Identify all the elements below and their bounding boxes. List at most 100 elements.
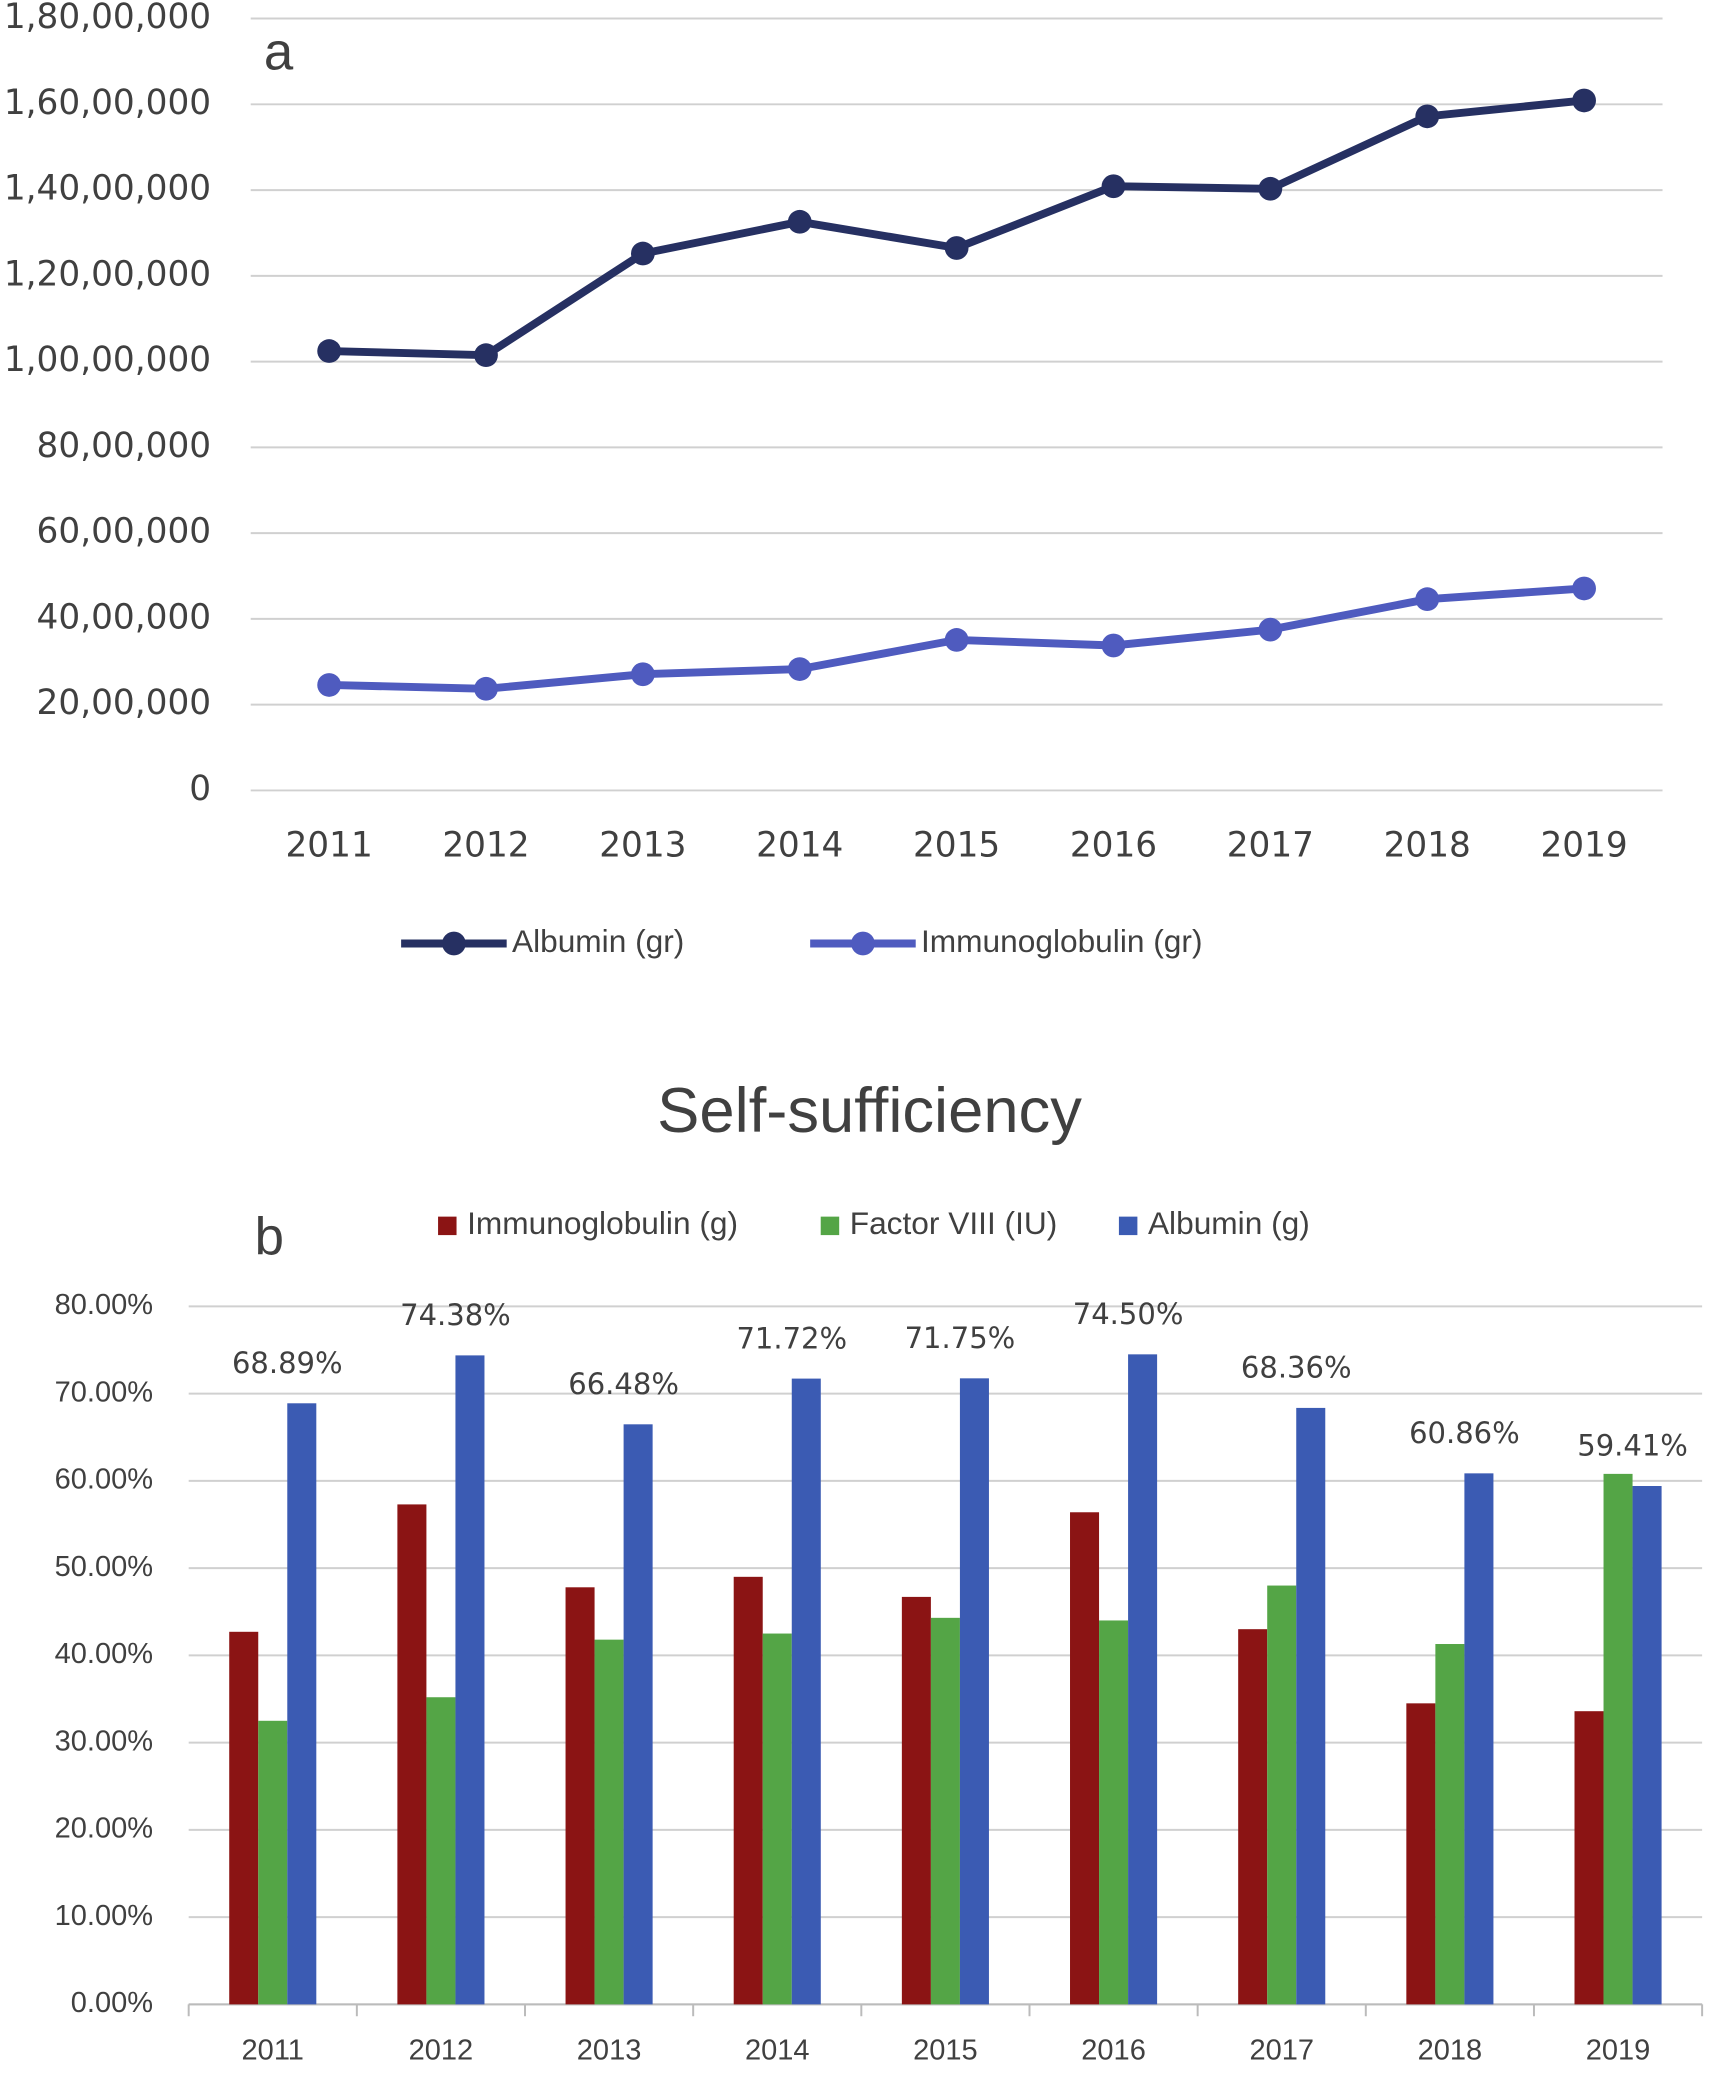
bar <box>959 1378 989 2005</box>
y-tick-label: 50.00% <box>55 1551 153 1583</box>
point <box>787 209 812 234</box>
bar <box>1435 1644 1465 2005</box>
y-tick-label: 10.00% <box>55 1900 153 1932</box>
x-tick-label: 2012 <box>409 2035 474 2067</box>
y-tick-label: 1,40,00,000 <box>4 169 211 209</box>
y-tick-label: 1,00,00,000 <box>4 340 211 380</box>
bar <box>565 1587 595 2005</box>
bar <box>1099 1620 1129 2005</box>
data-label: 74.38% <box>400 1298 511 1332</box>
y-tick-label: 0.00% <box>71 1987 153 2019</box>
data-label: 71.75% <box>905 1321 1016 1355</box>
x-tick-label: 2015 <box>913 2035 978 2067</box>
legend-swatch <box>820 1216 840 1236</box>
x-tick-label: 2013 <box>577 2035 642 2067</box>
x-tick-label: 2011 <box>242 2035 304 2067</box>
legend-swatch <box>438 1216 457 1236</box>
bar <box>397 1504 427 2005</box>
y-tick-label: 60,00,000 <box>37 512 212 552</box>
legend-label: Factor VIII (IU) <box>850 1205 1058 1241</box>
x-tick-label: 2017 <box>1227 826 1314 866</box>
data-label: 60.86% <box>1409 1416 1520 1450</box>
point <box>1415 587 1440 612</box>
y-tick-label: 80.00% <box>55 1289 153 1321</box>
bar <box>455 1355 485 2005</box>
chart-title: Self-sufficiency <box>657 1076 1082 1146</box>
y-tick-label: 70.00% <box>55 1376 153 1408</box>
y-tick-label: 1,60,00,000 <box>4 83 211 123</box>
point <box>1258 176 1283 201</box>
x-tick-label: 2015 <box>913 826 1000 866</box>
y-tick-label: 1,80,00,000 <box>4 0 211 37</box>
annotation: a <box>264 22 294 81</box>
data-label: 71.72% <box>736 1321 847 1355</box>
point <box>1415 104 1440 129</box>
bar <box>791 1378 821 2005</box>
x-tick-label: 2013 <box>599 826 686 866</box>
bar <box>1296 1407 1326 2005</box>
x-tick-label: 2019 <box>1540 826 1627 866</box>
point <box>474 343 498 368</box>
bar <box>1632 1486 1662 2005</box>
legend-label: Immunoglobulin (g) <box>467 1205 738 1241</box>
point <box>1572 576 1596 601</box>
legend-label: Immunoglobulin (gr) <box>921 923 1203 959</box>
x-tick-label: 2019 <box>1586 2035 1651 2067</box>
line <box>329 96 1585 360</box>
y-tick-label: 40,00,000 <box>37 597 212 637</box>
x-tick-label: 2016 <box>1070 826 1157 866</box>
bar <box>426 1697 456 2005</box>
bar <box>1070 1512 1100 2005</box>
legend-marker <box>442 931 466 956</box>
y-tick-label: 20,00,000 <box>37 683 212 723</box>
point <box>787 657 812 681</box>
x-tick-label: 2017 <box>1249 2035 1314 2067</box>
bar <box>930 1617 960 2005</box>
data-label: 68.89% <box>232 1346 343 1380</box>
bar <box>1464 1473 1494 2005</box>
legend-label: Albumin (g) <box>1148 1205 1310 1241</box>
legend-label: Albumin (gr) <box>512 923 684 959</box>
y-tick-label: 60.00% <box>55 1464 153 1496</box>
x-tick-label: 2018 <box>1384 826 1471 866</box>
bar <box>258 1720 288 2005</box>
point <box>317 673 342 697</box>
y-tick-label: 80,00,000 <box>37 426 212 466</box>
point <box>474 676 498 701</box>
legend-marker <box>851 931 875 956</box>
point <box>317 339 342 363</box>
point <box>944 236 969 260</box>
y-tick-label: 30.00% <box>55 1725 153 1757</box>
annotation: b <box>255 1207 284 1266</box>
x-tick-label: 2012 <box>442 826 529 866</box>
point <box>1101 633 1126 658</box>
data-label: 66.48% <box>568 1367 679 1401</box>
data-label: 59.41% <box>1577 1429 1688 1463</box>
point <box>631 662 655 687</box>
data-label: 68.36% <box>1241 1351 1352 1385</box>
bar <box>229 1631 259 2005</box>
point <box>631 241 655 266</box>
x-tick-label: 2016 <box>1081 2035 1146 2067</box>
legend-swatch <box>1118 1216 1138 1236</box>
point <box>1258 617 1283 642</box>
bar <box>1603 1473 1633 2005</box>
data-label: 74.50% <box>1073 1297 1184 1331</box>
x-tick-label: 2014 <box>756 826 843 866</box>
bar <box>1574 1711 1604 2005</box>
bar <box>1128 1354 1158 2005</box>
y-tick-label: 20.00% <box>55 1813 153 1845</box>
bar <box>762 1633 792 2005</box>
bar <box>287 1403 317 2005</box>
y-tick-label: 40.00% <box>55 1638 153 1670</box>
y-tick-label: 1,20,00,000 <box>4 254 211 294</box>
y-tick-label: 0 <box>189 769 211 809</box>
point <box>1101 174 1126 199</box>
x-tick-label: 2011 <box>285 826 372 866</box>
point <box>1572 88 1596 113</box>
point <box>944 628 969 652</box>
bar <box>1238 1629 1268 2005</box>
bar <box>594 1639 624 2005</box>
